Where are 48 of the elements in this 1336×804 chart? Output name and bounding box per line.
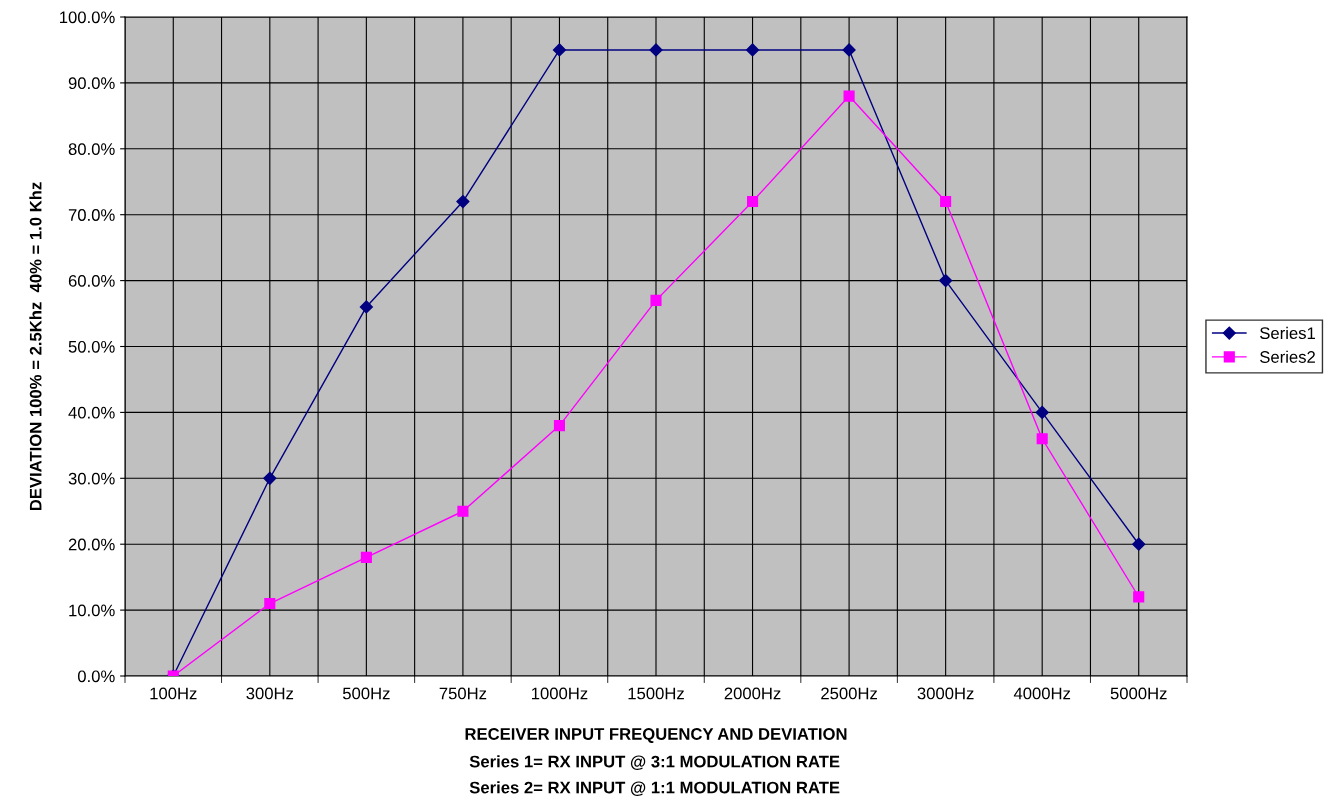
x-tick-label: 3000Hz bbox=[917, 687, 974, 700]
point bbox=[939, 274, 953, 288]
point bbox=[360, 551, 372, 563]
point bbox=[359, 300, 373, 314]
text: Series 1= RX INPUT @ 3:1 MODULATION RATE bbox=[469, 755, 840, 770]
point bbox=[940, 195, 952, 208]
y-tick-label: 60.0% bbox=[68, 275, 115, 287]
y-tick-label: 80.0% bbox=[68, 143, 115, 155]
y-axis-title: DEVIATION 100% = 2.5Khz 40% = 1.0 Khz bbox=[29, 182, 42, 511]
x-tick-label: 1000Hz bbox=[532, 687, 588, 700]
point bbox=[1132, 537, 1146, 551]
point bbox=[263, 471, 277, 485]
point bbox=[649, 43, 663, 57]
x-tick-label: 4000Hz bbox=[1013, 687, 1071, 700]
point bbox=[1036, 433, 1048, 445]
point bbox=[746, 195, 759, 208]
point bbox=[553, 420, 566, 432]
legend-label: Series2 bbox=[1260, 350, 1315, 363]
text: Series 2= RX INPUT @ 1:1 MODULATION RATE bbox=[469, 781, 840, 796]
x-tick-label: 1500Hz bbox=[628, 687, 684, 700]
point bbox=[457, 505, 469, 517]
x-tick-label: 2500Hz bbox=[821, 687, 877, 700]
legend-label: Series1 bbox=[1260, 326, 1315, 340]
y-tick-label: 0.0% bbox=[77, 670, 115, 683]
y-tick-label: 70.0% bbox=[68, 209, 115, 221]
x-axis-title: RECEIVER INPUT FREQUENCY AND DEVIATION bbox=[465, 728, 847, 743]
y-tick-label: 100.0% bbox=[60, 11, 115, 24]
y-tick-label: 10.0% bbox=[69, 604, 115, 617]
x-tick-label: 300Hz bbox=[246, 687, 294, 700]
y-tick-label: 50.0% bbox=[68, 340, 115, 353]
point bbox=[552, 43, 567, 57]
x-tick-label: 5000Hz bbox=[1110, 687, 1167, 700]
point bbox=[264, 597, 276, 610]
point bbox=[842, 43, 856, 57]
y-tick-label: 90.0% bbox=[68, 77, 115, 90]
x-tick-label: 500Hz bbox=[342, 687, 390, 700]
point bbox=[843, 90, 855, 102]
x-tick-label: 2000Hz bbox=[724, 687, 781, 700]
y-tick-label: 30.0% bbox=[68, 472, 115, 485]
point bbox=[745, 43, 760, 57]
point bbox=[456, 194, 470, 209]
point bbox=[1133, 591, 1145, 603]
x-tick-label: 100Hz bbox=[150, 687, 197, 700]
point bbox=[650, 294, 662, 306]
point bbox=[1035, 405, 1049, 419]
y-tick-label: 20.0% bbox=[68, 538, 115, 551]
y-tick-label: 40.0% bbox=[68, 406, 115, 419]
x-tick-label: 750Hz bbox=[439, 687, 487, 700]
